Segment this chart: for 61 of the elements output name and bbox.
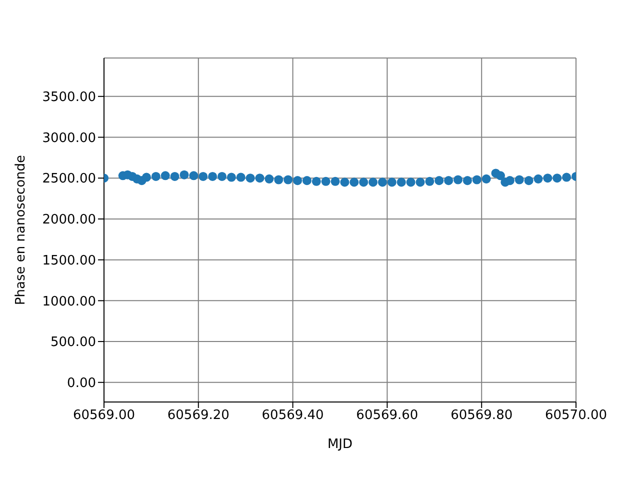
point [264, 174, 274, 184]
point [217, 172, 227, 181]
point [434, 176, 444, 186]
point [274, 175, 284, 184]
point [312, 176, 321, 186]
x-tick-label: 60569.60 [356, 408, 418, 424]
point [151, 172, 160, 181]
y-tick-label: 2500.00 [42, 172, 96, 187]
point [208, 172, 218, 181]
point [444, 176, 454, 186]
y-tick-label: 1000.00 [42, 294, 96, 310]
point [368, 178, 378, 187]
point [198, 172, 208, 181]
y-axis-title: Phase en nanoseconde [14, 154, 29, 306]
point [505, 176, 514, 186]
point [255, 174, 264, 183]
point [189, 171, 198, 180]
x-tick-label: 60569.20 [167, 408, 230, 424]
point [543, 174, 552, 183]
point [302, 176, 312, 186]
x-tick-label: 60569.80 [450, 408, 513, 424]
x-tick-label: 60570.00 [544, 408, 608, 424]
point [284, 175, 293, 184]
x-axis-title: MJD [327, 437, 353, 452]
point [330, 176, 340, 186]
point [425, 176, 434, 186]
point [514, 175, 524, 184]
point [453, 175, 463, 184]
point [552, 174, 562, 183]
point [321, 176, 330, 186]
y-tick-label: 1500.00 [42, 253, 96, 268]
point [524, 176, 534, 186]
point [472, 175, 482, 184]
y-tick-label: 0.00 [67, 376, 96, 392]
x-tick-label: 60569.00 [72, 408, 136, 424]
point [350, 178, 359, 187]
point [387, 178, 396, 187]
y-tick-label: 2000.00 [42, 212, 96, 228]
point [378, 178, 387, 187]
point [340, 178, 350, 187]
point [416, 178, 425, 187]
point [496, 171, 505, 180]
point [359, 178, 368, 187]
point [396, 178, 406, 187]
point [534, 174, 543, 184]
point [142, 172, 151, 182]
point [462, 176, 472, 186]
y-tick-label: 500.00 [50, 335, 96, 350]
point [226, 172, 236, 182]
point [246, 174, 255, 183]
point [236, 172, 246, 182]
point [406, 178, 416, 187]
point [293, 176, 302, 186]
x-tick-label: 60569.40 [262, 408, 324, 424]
point [562, 172, 572, 182]
point [160, 171, 170, 180]
point [180, 170, 189, 180]
point [170, 172, 180, 181]
point [482, 174, 491, 184]
y-tick-label: 3000.00 [42, 130, 96, 146]
y-tick-label: 3500.00 [42, 90, 96, 106]
